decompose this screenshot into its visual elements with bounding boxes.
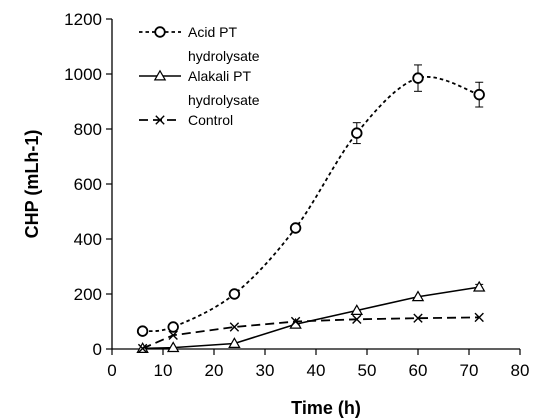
legend-label: Alakali PT [188,68,251,84]
legend-label: Control [188,112,233,128]
data-point [167,321,179,333]
legend-label: Acid PT [188,24,237,40]
data-point [474,312,484,323]
data-point [290,316,301,327]
x-tick-label: 40 [307,361,326,380]
data-point [350,304,364,315]
x-tick-label: 0 [107,361,116,380]
x-axis-label: Time (h) [291,398,361,418]
series-2 [136,280,486,353]
legend-marker [153,69,167,81]
data-point [411,290,425,302]
y-tick-label: 600 [74,175,102,194]
x-tick-label: 30 [256,361,275,380]
y-tick-label: 800 [74,120,102,139]
legend-entry-2: Alakali PT hydrolysate [139,68,260,108]
y-tick-label: 1000 [64,65,102,84]
marker-stroke [155,115,165,125]
y-tick-label: 200 [74,285,102,304]
legend-marker [154,26,166,38]
legend-label: hydrolysate [188,48,260,64]
x-tick-label: 80 [511,361,530,380]
marker-stroke [352,314,362,324]
y-tick-label: 400 [74,230,102,249]
data-point [352,314,362,324]
data-point [472,280,486,292]
x-tick-label: 10 [154,361,173,380]
series-group [136,64,486,354]
legend: Acid PT hydrolysate Alakali PT hydrolysate C… [139,24,260,128]
marker-stroke [474,312,484,323]
marker-stroke [290,316,301,327]
series-3 [137,312,484,354]
x-tick-label: 70 [460,361,479,380]
x-tick-label: 60 [409,361,428,380]
marker-stroke [168,330,178,340]
series-line [142,316,480,350]
data-point [412,72,424,84]
data-point [136,325,149,337]
legend-entry-1: Acid PT hydrolysate [139,24,260,64]
x-tick-label: 50 [358,361,377,380]
data-point [228,337,241,348]
marker-stroke [137,343,148,354]
legend-entry-3: Control [139,112,233,128]
data-point [168,330,178,340]
legend-marker [155,115,165,125]
data-point [289,222,302,234]
tick-labels: 0 200 400 600 800 1000 1200 0 10 20 30 40 50 60 70 80 [64,10,529,380]
x-tick-label: 20 [205,361,224,380]
data-point [351,127,363,139]
y-tick-label: 0 [93,340,102,359]
data-point [473,88,485,101]
marker-stroke [413,313,423,323]
data-point [229,322,240,332]
data-point [228,288,241,300]
y-tick-label: 1200 [64,10,102,29]
data-point [137,343,148,354]
marker-stroke [229,322,240,332]
axes [106,18,521,355]
y-axis-label: CHP (mLh-1) [22,130,42,239]
series-1 [136,64,485,337]
data-point [413,313,423,323]
legend-label: hydrolysate [188,92,260,108]
data-point [166,341,180,353]
